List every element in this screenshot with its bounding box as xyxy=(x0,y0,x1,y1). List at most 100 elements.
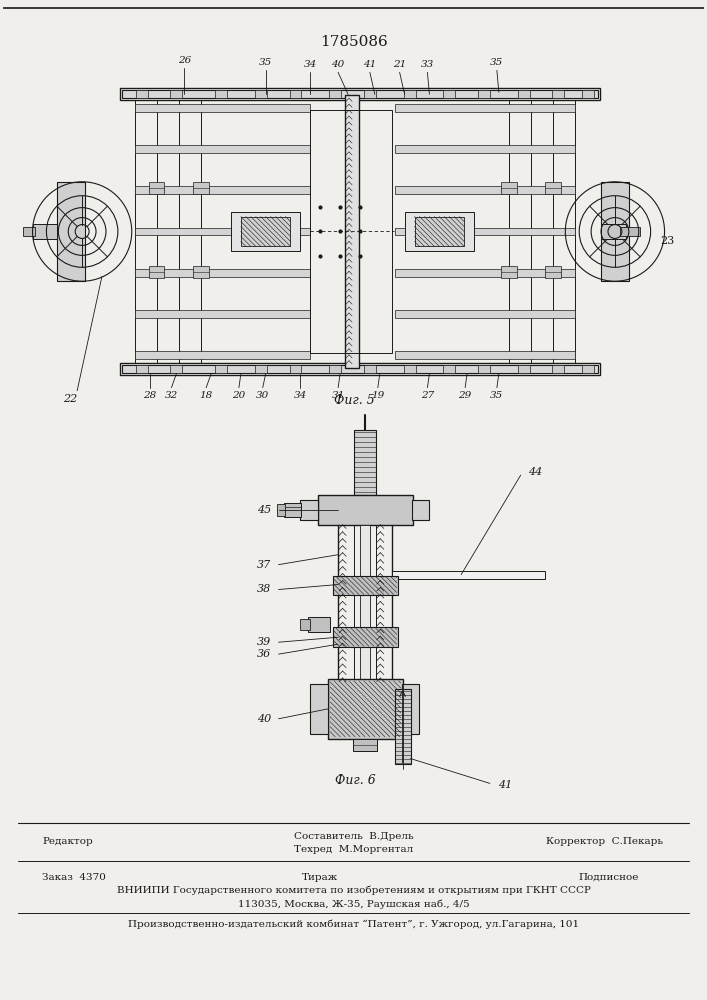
Bar xyxy=(395,689,411,764)
Bar xyxy=(308,617,330,632)
Bar xyxy=(122,365,598,373)
Bar xyxy=(215,90,227,98)
Bar xyxy=(478,90,490,98)
Text: Редактор: Редактор xyxy=(42,837,93,846)
Bar xyxy=(135,186,310,194)
Bar xyxy=(241,217,291,246)
Bar xyxy=(276,504,284,516)
Text: Производственно-издательский комбинат “Патент”, г. Ужгород, ул.Гагарина, 101: Производственно-издательский комбинат “П… xyxy=(129,920,580,929)
Bar xyxy=(414,217,464,246)
Text: 21: 21 xyxy=(393,60,407,69)
Bar xyxy=(136,365,148,373)
Bar xyxy=(193,266,209,278)
Text: Корректор  С.Пекарь: Корректор С.Пекарь xyxy=(546,837,662,846)
Bar xyxy=(284,503,301,517)
Bar xyxy=(478,365,490,373)
Bar xyxy=(395,104,575,112)
Bar xyxy=(300,500,318,520)
Bar xyxy=(395,351,575,359)
Text: 37: 37 xyxy=(257,560,271,570)
Bar xyxy=(501,182,517,194)
Text: 39: 39 xyxy=(257,637,271,647)
Text: 33: 33 xyxy=(421,60,434,69)
Text: Фиг. 6: Фиг. 6 xyxy=(334,774,375,787)
Bar xyxy=(135,269,310,277)
Text: 41: 41 xyxy=(363,60,377,69)
Text: Составитель  В.Дрель: Составитель В.Дрель xyxy=(294,832,414,841)
Bar xyxy=(135,104,310,112)
Bar xyxy=(310,684,328,734)
Bar xyxy=(318,495,412,525)
Text: 40: 40 xyxy=(332,60,345,69)
Bar xyxy=(364,90,376,98)
Bar xyxy=(135,310,310,318)
Bar xyxy=(135,351,310,359)
Bar xyxy=(395,145,575,153)
Bar xyxy=(582,90,594,98)
Text: 34: 34 xyxy=(304,60,317,69)
Bar xyxy=(601,224,626,239)
Bar xyxy=(170,365,182,373)
Bar xyxy=(392,571,546,579)
Text: Фиг. 5: Фиг. 5 xyxy=(334,394,375,407)
Text: 35: 35 xyxy=(259,58,272,67)
Bar xyxy=(395,269,575,277)
Bar xyxy=(120,363,600,375)
Bar xyxy=(582,365,594,373)
Bar xyxy=(310,110,392,353)
Text: ВНИИПИ Государственного комитета по изобретениям и открытиям при ГКНТ СССР: ВНИИПИ Государственного комитета по изоб… xyxy=(117,886,591,895)
Bar xyxy=(255,365,267,373)
Bar xyxy=(333,627,397,647)
Bar xyxy=(354,430,376,495)
Bar xyxy=(552,90,564,98)
Bar xyxy=(360,525,370,679)
Text: Заказ  4370: Заказ 4370 xyxy=(42,873,106,882)
Bar xyxy=(395,186,575,194)
Bar xyxy=(501,266,517,278)
Bar xyxy=(300,619,310,630)
Bar xyxy=(601,182,629,281)
Text: 23: 23 xyxy=(660,236,674,246)
Bar xyxy=(289,365,301,373)
Bar xyxy=(289,90,301,98)
Bar xyxy=(546,266,561,278)
Bar xyxy=(395,310,575,318)
Bar xyxy=(148,266,165,278)
Text: Тираж: Тираж xyxy=(302,873,339,882)
Bar xyxy=(135,228,310,235)
Text: 30: 30 xyxy=(256,391,269,400)
Bar xyxy=(57,182,85,281)
Text: 27: 27 xyxy=(421,391,434,400)
Bar xyxy=(148,182,165,194)
Text: 28: 28 xyxy=(143,391,156,400)
Text: 19: 19 xyxy=(371,391,385,400)
Text: 34: 34 xyxy=(294,391,307,400)
Bar xyxy=(552,365,564,373)
Bar xyxy=(333,576,397,595)
Bar xyxy=(328,679,402,739)
Bar xyxy=(364,365,376,373)
Bar xyxy=(122,90,598,98)
Text: 18: 18 xyxy=(199,391,213,400)
Bar xyxy=(518,365,530,373)
Text: 20: 20 xyxy=(233,391,245,400)
Bar xyxy=(329,90,341,98)
Text: 40: 40 xyxy=(257,714,271,724)
Bar xyxy=(395,228,575,235)
Text: Подписное: Подписное xyxy=(578,873,638,882)
Bar xyxy=(33,224,57,239)
Bar xyxy=(518,90,530,98)
Text: 32: 32 xyxy=(165,391,178,400)
Text: 26: 26 xyxy=(177,56,191,65)
Bar xyxy=(255,90,267,98)
Bar xyxy=(353,739,377,751)
Bar xyxy=(193,182,209,194)
Text: 31: 31 xyxy=(332,391,345,400)
Bar xyxy=(135,145,310,153)
Text: 29: 29 xyxy=(459,391,472,400)
Text: 41: 41 xyxy=(498,780,512,790)
Text: Техред  М.Моргентал: Техред М.Моргентал xyxy=(294,845,414,854)
Bar xyxy=(620,227,640,236)
Text: 1785086: 1785086 xyxy=(320,35,388,49)
Bar xyxy=(411,500,429,520)
